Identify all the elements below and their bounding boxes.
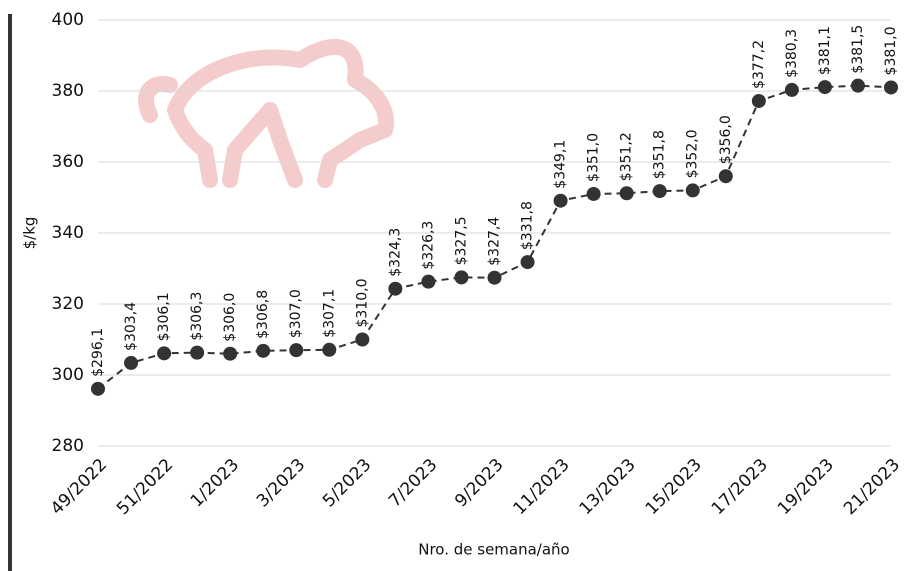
y-axis-title: $/kg (21, 217, 39, 250)
marker (289, 343, 303, 357)
marker (454, 270, 468, 284)
marker (322, 343, 336, 357)
x-tick-label: 13/2023 (576, 455, 640, 519)
value-label: $381,0 (883, 26, 899, 75)
left-bar (8, 14, 12, 571)
value-label: $306,0 (222, 293, 238, 342)
value-label: $324,3 (387, 228, 403, 277)
marker (884, 80, 898, 94)
value-label: $331,8 (520, 201, 536, 250)
value-label: $326,3 (420, 221, 436, 270)
value-label: $351,0 (586, 133, 602, 182)
marker (488, 271, 502, 285)
y-tick-label: 280 (52, 436, 84, 456)
x-tick-label: 7/2023 (385, 455, 441, 511)
value-label: $303,4 (123, 302, 139, 351)
x-tick-label: 11/2023 (510, 455, 574, 519)
x-tick-label: 19/2023 (774, 455, 838, 519)
marker (256, 344, 270, 358)
marker (190, 346, 204, 360)
value-label: $352,0 (685, 129, 701, 178)
marker (223, 347, 237, 361)
marker (124, 356, 138, 370)
x-tick-label: 51/2022 (113, 455, 177, 519)
value-label: $380,3 (784, 29, 800, 78)
value-label: $310,0 (354, 279, 370, 328)
y-tick-label: 340 (52, 223, 84, 243)
marker (421, 275, 435, 289)
x-tick-label: 15/2023 (642, 455, 706, 519)
value-label: $381,5 (850, 25, 866, 74)
marker (91, 382, 105, 396)
marker (851, 79, 865, 93)
y-tick-label: 360 (52, 152, 84, 172)
marker (752, 94, 766, 108)
marker (587, 187, 601, 201)
value-label: $349,1 (553, 140, 569, 189)
marker (620, 186, 634, 200)
marker (785, 83, 799, 97)
value-label: $327,4 (487, 217, 503, 266)
value-label: $351,8 (652, 130, 668, 179)
x-axis-title: Nro. de semana/año (418, 541, 570, 559)
value-label: $351,2 (619, 132, 635, 181)
marker (521, 255, 535, 269)
value-label: $307,0 (288, 289, 304, 338)
x-tick-label: 5/2023 (319, 455, 375, 511)
y-tick-label: 380 (52, 81, 84, 101)
x-tick-label: 1/2023 (187, 455, 243, 511)
value-label: $327,5 (453, 216, 469, 265)
x-tick-label: 17/2023 (708, 455, 772, 519)
marker (157, 346, 171, 360)
marker (719, 169, 733, 183)
y-tick-label: 320 (52, 294, 84, 314)
x-tick-label: 21/2023 (840, 455, 904, 519)
value-label: $306,3 (189, 292, 205, 341)
marker (355, 333, 369, 347)
value-label: $306,8 (255, 290, 271, 339)
value-label: $296,1 (90, 328, 106, 377)
marker (818, 80, 832, 94)
value-label: $381,1 (817, 26, 833, 75)
pig-watermark (146, 47, 386, 180)
marker (653, 184, 667, 198)
x-tick-label: 9/2023 (451, 455, 507, 511)
marker (554, 194, 568, 208)
value-label: $306,1 (156, 292, 172, 341)
marker (686, 183, 700, 197)
marker (388, 282, 402, 296)
y-tick-label: 300 (52, 365, 84, 385)
x-tick-label: 49/2022 (47, 455, 111, 519)
x-tick-label: 3/2023 (253, 455, 309, 511)
value-label: $307,1 (321, 289, 337, 338)
chart: $/kg Nro. de semana/año 280 300 320 340 360 3… (0, 0, 912, 571)
value-label: $356,0 (718, 115, 734, 164)
y-tick-label: 400 (52, 10, 84, 30)
value-label: $377,2 (751, 40, 767, 89)
